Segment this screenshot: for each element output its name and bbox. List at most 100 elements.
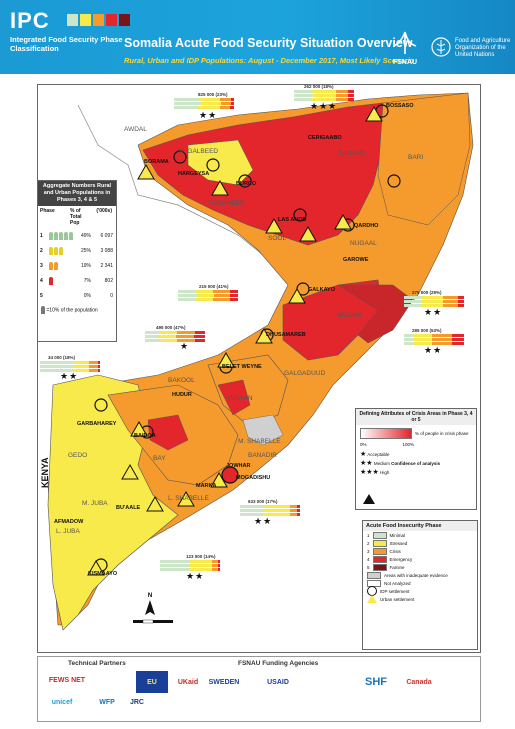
city-mogadishu: MOGADISHU xyxy=(236,475,270,481)
jrc-logo: JRC xyxy=(129,698,144,706)
fsnau-logo-icon: FSNAU xyxy=(393,31,417,66)
eu-logo: EU xyxy=(136,671,168,693)
legend-item: 3 Crisis xyxy=(367,547,401,555)
crisis-triangles xyxy=(87,105,383,576)
callout-label-6: 275 000 (29%) xyxy=(412,290,442,295)
callout-bars-1 xyxy=(174,98,234,110)
region-l-juba: L. JUBA xyxy=(56,528,81,535)
fao-emblem-icon xyxy=(431,37,451,57)
callout-label-7: 285 000 (53%) xyxy=(412,328,442,333)
city-hudur: HUDUR xyxy=(172,392,192,398)
region-m-shabelle: M. SHABELLE xyxy=(238,438,281,445)
north-arrow-icon: N xyxy=(133,593,173,624)
callout-stars-2: ★★★ xyxy=(310,101,338,111)
unicef-logo: unicef xyxy=(51,698,73,706)
city-belet-weyne: BELET WEYNE xyxy=(222,364,262,370)
callout-bars-9 xyxy=(160,560,220,572)
city-garowe: GAROWE xyxy=(343,257,369,263)
legend-item: Areas with inadequate evidence xyxy=(363,571,477,579)
legend-item: 5 Famine xyxy=(367,563,405,571)
legend-item: 1 Minimal xyxy=(367,531,406,539)
person-icon xyxy=(41,306,45,314)
fao-logo: Food and Agriculture Organization of the… xyxy=(430,32,510,66)
region-sool: SOOL xyxy=(268,235,286,242)
aggregate-row: 2 25% 3 088 xyxy=(40,246,113,255)
ukaid-logo: UKaid xyxy=(177,678,199,686)
phase4-hobyo-area xyxy=(337,284,414,344)
callout-stars-1: ★★ xyxy=(199,110,218,120)
region-awdal: AWDAL xyxy=(124,126,147,133)
callout-bars-8 xyxy=(240,505,300,517)
legend-item: 4 Emergency xyxy=(367,555,413,563)
city-hargeysa: HARGEYSA xyxy=(178,171,209,177)
confidence-legend: ★ Acceptable ★★ Medium Confidence of ana… xyxy=(360,451,441,476)
legend-item: IDP settlement xyxy=(363,586,477,596)
inadequate-evidence-area xyxy=(242,414,284,446)
callout-label-4: 495 000 (47%) xyxy=(156,325,186,330)
phase4-north-area xyxy=(142,102,384,246)
funding-title: FSNAU Funding Agencies xyxy=(238,660,319,667)
aggregate-row: 4 7% 802 xyxy=(40,276,113,285)
region-hiraan: HIRAAN xyxy=(228,395,253,402)
city-kismaayo: KISMAAYO xyxy=(88,571,118,577)
phase4-baidoa-area xyxy=(147,414,189,451)
callout-label-1: 825 000 (23%) xyxy=(198,92,228,97)
callout-label-9: 123 000 (14%) xyxy=(186,554,216,559)
city-burco: BURCO xyxy=(236,181,257,187)
fao-label: Food and Agriculture Organization of the… xyxy=(455,38,511,58)
region-m-juba: M. JUBA xyxy=(82,500,108,507)
aggregate-col-phase: Phase xyxy=(40,208,55,214)
city-las-anod: LAS ANOD xyxy=(278,217,307,223)
legend-item: Not Analyzed xyxy=(363,579,477,587)
callout-stars-4: ★ xyxy=(180,341,190,351)
region-bakool: BAKOOL xyxy=(168,377,195,384)
region-nugaal: NUGAAL xyxy=(350,240,377,247)
city-borama: BORAMA xyxy=(144,159,169,165)
callout-label-3: 215 000 (41%) xyxy=(199,284,229,289)
callout-bars-7 xyxy=(404,334,464,346)
region-l-shabelle: L. SHABELLE xyxy=(168,495,209,502)
region-togdheer: TOGDHEER xyxy=(208,200,245,207)
city-cerigaabo: CERIGAABO xyxy=(308,135,342,141)
region-banadir: BANADIR xyxy=(248,452,277,459)
ipc-phase-bars xyxy=(67,14,130,26)
region-labels: AWDAL W. GALBEED TOGDHEER SOOL SANAAG BA… xyxy=(56,126,423,535)
aggregate-row: 5 0% 0 xyxy=(40,292,113,299)
callout-label-8: 633 000 (17%) xyxy=(248,499,278,504)
callout-bars-2 xyxy=(294,90,354,102)
city-qardho: QARDHO xyxy=(354,223,379,229)
city-garbaharey: GARBAHAREY xyxy=(77,421,117,427)
kenya-label: KENYA xyxy=(40,457,50,488)
callout-bars-4 xyxy=(145,331,205,343)
ipc-logo-text: IPC xyxy=(10,8,50,33)
defining-attributes-box: Defining Attributes of Crisis Areas in P… xyxy=(355,408,477,510)
city-afmadow: AFMADOW xyxy=(54,519,84,525)
phase2-bari-area xyxy=(377,92,471,226)
region-w-galbeed: W. GALBEED xyxy=(178,148,218,155)
fsnau-label: FSNAU xyxy=(393,59,417,66)
region-gedo: GEDO xyxy=(68,452,87,459)
fewsnet-logo: FEWS NET xyxy=(48,676,86,684)
callout-stars-8: ★★ xyxy=(254,516,273,526)
aggregate-numbers-box: Aggregate Numbers Rural and Urban Popula… xyxy=(37,180,117,342)
urban-triangle-icon xyxy=(367,595,377,603)
triangle-icon xyxy=(363,494,375,504)
legend-item: Urban settlement xyxy=(363,595,477,603)
region-bari: BARI xyxy=(408,154,423,161)
callout-bars-6 xyxy=(404,296,464,308)
ipc-logo: IPC Integrated Food Security Phase Class… xyxy=(10,8,130,66)
city-galkayo: GALKAYO xyxy=(308,287,336,293)
region-sanaag: SANAAG xyxy=(338,150,365,157)
canada-logo: Canada xyxy=(406,678,432,686)
region-bay: BAY xyxy=(153,455,166,462)
partners-title: Technical Partners xyxy=(68,660,126,667)
pct-scale: 0% 100% xyxy=(360,442,414,447)
callout-stars-7: ★★ xyxy=(424,345,443,355)
legend-heading: Acute Food Insecurity Phase xyxy=(363,521,477,531)
aggregate-columns: Phase % of Total Pop ('000s) xyxy=(38,206,116,228)
footer-logos: Technical Partners FSNAU Funding Agencie… xyxy=(37,656,481,722)
aggregate-col-num: ('000s) xyxy=(96,208,112,214)
callout-bars-3 xyxy=(178,290,238,302)
aggregate-row: 3 19% 2 341 xyxy=(40,261,113,270)
